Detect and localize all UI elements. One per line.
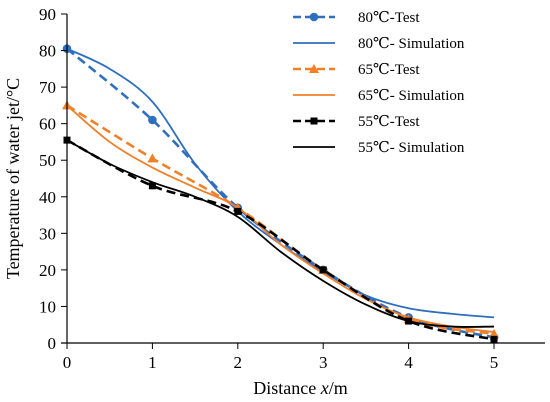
legend-label: 80℃- Simulation [358, 36, 465, 52]
legend-marker [309, 12, 319, 22]
y-tick-label: 90 [39, 5, 56, 24]
legend-item: 80℃- Simulation [293, 36, 465, 52]
data-point [147, 153, 158, 163]
x-tick-label: 2 [234, 353, 243, 372]
data-point [490, 335, 498, 343]
x-tick-label: 0 [63, 353, 72, 372]
legend-item: 65℃-Test [293, 62, 420, 78]
legend-item: 65℃- Simulation [293, 88, 465, 104]
data-point [319, 266, 327, 274]
x-tick-label: 3 [319, 353, 328, 372]
legend-label: 55℃- Simulation [358, 140, 465, 156]
y-tick-label: 70 [39, 78, 56, 97]
y-tick-label: 80 [39, 42, 56, 61]
axes [61, 14, 545, 344]
legend-item: 55℃-Test [293, 114, 420, 130]
x-axis-title-prefix: Distance [253, 378, 320, 398]
legend-label: 55℃-Test [358, 114, 420, 130]
x-tick-label: 5 [490, 353, 499, 372]
legend-marker [310, 117, 318, 125]
legend-marker [309, 64, 319, 73]
legend-label: 65℃-Test [358, 62, 420, 78]
series-layer [62, 44, 499, 343]
legend: 80℃-Test 80℃- Simulation 65℃-Test 65℃- Simu… [293, 10, 465, 156]
series-line [66, 104, 495, 336]
legend-item: 55℃- Simulation [293, 140, 465, 156]
data-point [148, 115, 157, 125]
x-tick-label: 4 [404, 353, 413, 372]
legend-label: 80℃-Test [358, 10, 420, 26]
series-line [66, 104, 495, 333]
series-3 [66, 104, 495, 333]
y-tick-label: 20 [39, 261, 56, 280]
legend-label: 65℃- Simulation [358, 88, 465, 104]
y-tick-label: 0 [48, 334, 57, 353]
tick-layer: 0 10 20 30 40 50 60 70 80 90 0 1 2 3 4 5 [39, 5, 498, 372]
y-tick-label: 60 [39, 115, 56, 134]
y-tick-label: 50 [39, 151, 56, 170]
y-axis-title: Temperature of water jet/°C [3, 78, 23, 279]
data-point [234, 207, 242, 215]
y-tick-label: 10 [39, 297, 56, 316]
y-tick-label: 30 [39, 224, 56, 243]
x-axis-title-unit: /m [329, 378, 348, 398]
data-point [148, 182, 156, 190]
x-axis-title: Distance x/m [253, 378, 348, 398]
x-axis-title-variable: x [320, 378, 329, 398]
series-5 [66, 139, 495, 328]
x-tick-label: 1 [148, 353, 157, 372]
legend-item: 80℃-Test [293, 10, 420, 26]
y-tick-label: 40 [39, 188, 56, 207]
series-line [66, 139, 495, 328]
series-2 [62, 100, 499, 338]
data-point [489, 328, 499, 338]
